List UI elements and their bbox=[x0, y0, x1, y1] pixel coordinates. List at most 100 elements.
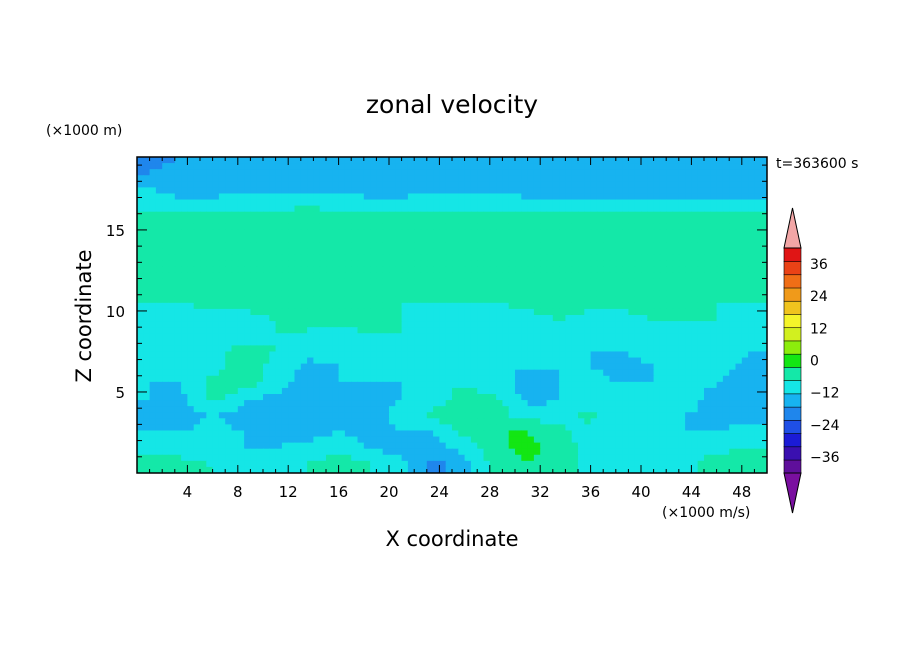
heatmap-cell bbox=[332, 302, 340, 310]
heatmap-cell bbox=[653, 351, 661, 359]
heatmap-cell bbox=[433, 229, 440, 237]
heatmap-cell bbox=[483, 315, 491, 322]
heatmap-cell bbox=[496, 242, 503, 249]
heatmap-cell bbox=[647, 205, 655, 213]
heatmap-cell bbox=[174, 302, 182, 310]
heatmap-cell bbox=[370, 272, 377, 280]
heatmap-cell bbox=[288, 284, 296, 292]
heatmap-cell bbox=[716, 266, 724, 274]
heatmap-cell bbox=[559, 430, 566, 438]
heatmap-cell bbox=[332, 254, 340, 261]
heatmap-cell bbox=[407, 369, 415, 377]
heatmap-cell bbox=[609, 290, 617, 298]
heatmap-cell bbox=[256, 315, 264, 322]
heatmap-cell bbox=[496, 424, 503, 432]
heatmap-cell bbox=[307, 412, 314, 419]
heatmap-cell bbox=[710, 375, 718, 383]
heatmap-cell bbox=[187, 199, 195, 207]
heatmap-cell bbox=[722, 157, 730, 164]
heatmap-cell bbox=[760, 387, 767, 395]
heatmap-cell bbox=[212, 345, 220, 353]
heatmap-cell bbox=[521, 308, 529, 316]
heatmap-cell bbox=[483, 163, 491, 170]
heatmap-cell bbox=[691, 375, 699, 383]
heatmap-cell bbox=[137, 321, 144, 328]
heatmap-cell bbox=[143, 321, 151, 328]
heatmap-cell bbox=[218, 400, 226, 407]
heatmap-cell bbox=[716, 454, 724, 462]
heatmap-cell bbox=[376, 394, 384, 401]
heatmap-cell bbox=[218, 248, 226, 255]
heatmap-cell bbox=[288, 254, 296, 261]
heatmap-cell bbox=[200, 351, 207, 359]
heatmap-cell bbox=[218, 339, 226, 346]
heatmap-cell bbox=[149, 321, 157, 328]
heatmap-cell bbox=[603, 242, 611, 249]
heatmap-cell bbox=[250, 454, 258, 462]
heatmap-cell bbox=[370, 333, 377, 340]
heatmap-cell bbox=[137, 381, 144, 389]
heatmap-cell bbox=[244, 308, 251, 316]
heatmap-cell bbox=[584, 406, 592, 413]
heatmap-cell bbox=[313, 400, 321, 407]
heatmap-cell bbox=[137, 387, 144, 395]
heatmap-cell bbox=[559, 163, 566, 170]
heatmap-cell bbox=[464, 278, 472, 286]
heatmap-cell bbox=[300, 308, 308, 316]
heatmap-cell bbox=[559, 236, 566, 243]
heatmap-cell bbox=[653, 424, 661, 432]
heatmap-cell bbox=[666, 369, 674, 377]
heatmap-cell bbox=[546, 254, 554, 261]
heatmap-cell bbox=[666, 266, 674, 274]
heatmap-cell bbox=[414, 381, 422, 389]
heatmap-cell bbox=[458, 339, 466, 346]
heatmap-cell bbox=[628, 302, 636, 310]
heatmap-cell bbox=[288, 442, 296, 450]
heatmap-cell bbox=[489, 272, 497, 280]
heatmap-cell bbox=[477, 357, 485, 365]
heatmap-cell bbox=[515, 315, 522, 322]
heatmap-cell bbox=[452, 278, 459, 286]
heatmap-cell bbox=[697, 369, 705, 377]
heatmap-cell bbox=[244, 260, 251, 267]
heatmap-cell bbox=[237, 394, 245, 401]
heatmap-cell bbox=[716, 193, 724, 201]
heatmap-cell bbox=[685, 394, 692, 401]
heatmap-cell bbox=[647, 448, 655, 456]
heatmap-cell bbox=[634, 260, 642, 267]
heatmap-cell bbox=[445, 454, 453, 462]
heatmap-cell bbox=[376, 260, 384, 267]
heatmap-cell bbox=[313, 272, 321, 280]
heatmap-cell bbox=[344, 394, 352, 401]
heatmap-cell bbox=[653, 442, 661, 450]
heatmap-cell bbox=[578, 369, 585, 377]
heatmap-cell bbox=[263, 381, 270, 389]
heatmap-cell bbox=[559, 248, 566, 255]
heatmap-cell bbox=[565, 333, 573, 340]
heatmap-cell bbox=[691, 260, 699, 267]
heatmap-cell bbox=[269, 242, 277, 249]
heatmap-cell bbox=[200, 357, 207, 365]
heatmap-cell bbox=[389, 394, 396, 401]
heatmap-cell bbox=[578, 363, 585, 371]
heatmap-cell bbox=[414, 345, 422, 353]
heatmap-cell bbox=[603, 169, 611, 176]
heatmap-cell bbox=[464, 406, 472, 413]
heatmap-cell bbox=[445, 430, 453, 438]
heatmap-cell bbox=[439, 369, 447, 377]
heatmap-cell bbox=[546, 248, 554, 255]
heatmap-cell bbox=[395, 169, 403, 176]
heatmap-cell bbox=[502, 242, 510, 249]
heatmap-cell bbox=[281, 187, 289, 195]
heatmap-cell bbox=[590, 442, 598, 450]
heatmap-cell bbox=[685, 418, 692, 425]
heatmap-cell bbox=[628, 157, 636, 164]
heatmap-cell bbox=[697, 175, 705, 182]
heatmap-cell bbox=[281, 248, 289, 255]
heatmap-cell bbox=[464, 169, 472, 176]
heatmap-cell bbox=[332, 272, 340, 280]
heatmap-cell bbox=[716, 400, 724, 407]
heatmap-cell bbox=[458, 351, 466, 359]
heatmap-cell bbox=[464, 412, 472, 419]
heatmap-cell bbox=[307, 290, 314, 298]
